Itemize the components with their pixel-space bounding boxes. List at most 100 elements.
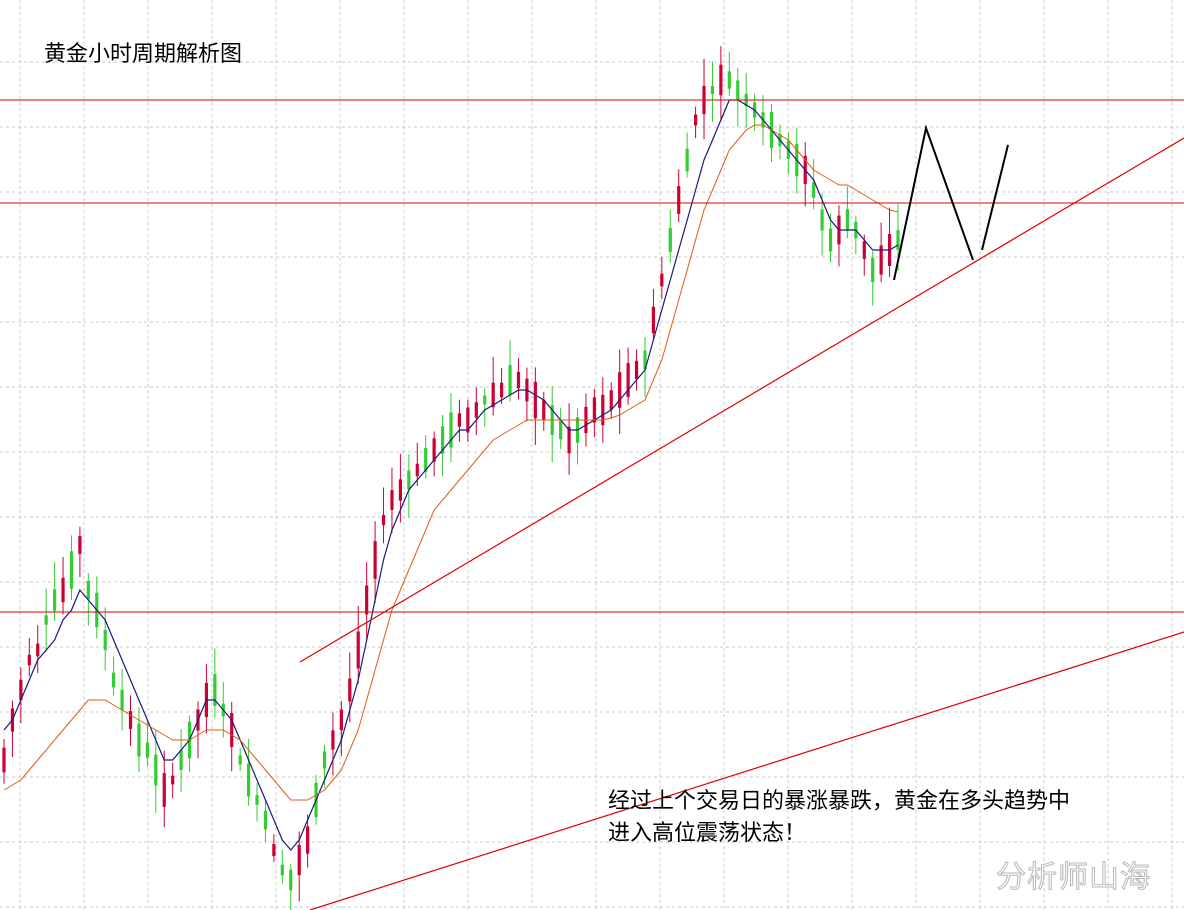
candle-body	[398, 479, 402, 501]
candle-body	[668, 228, 672, 252]
candle-body	[365, 585, 369, 615]
candle-body	[69, 551, 74, 589]
candle-body	[373, 541, 377, 579]
candle-body	[871, 257, 875, 283]
candle-body	[44, 615, 48, 625]
horizontal-levels	[0, 99, 1184, 613]
candle-body	[179, 750, 183, 770]
candle-body	[297, 844, 301, 876]
chart-title: 黄金小时周期解析图	[44, 42, 243, 67]
candle-body	[449, 412, 453, 448]
candle-body	[230, 712, 234, 748]
candle-body	[27, 654, 31, 666]
candle-body	[78, 536, 82, 554]
watermark: 分析师山海	[996, 860, 1151, 896]
candle-body	[390, 490, 394, 510]
candle-body	[483, 395, 487, 405]
moving-average-lines	[3, 99, 899, 851]
candle-body	[322, 751, 327, 769]
candle-body	[272, 843, 276, 857]
candle-body	[601, 394, 605, 426]
candle-body	[213, 674, 217, 706]
candle-body	[356, 631, 360, 669]
candle-body	[896, 230, 900, 250]
candle-body	[339, 709, 343, 731]
candle-body	[137, 723, 141, 757]
candle-body	[592, 397, 596, 423]
candle-body	[812, 182, 816, 198]
candle-body	[154, 754, 158, 786]
candle-body	[162, 773, 166, 807]
candle-body	[559, 420, 563, 440]
candle-body	[238, 755, 242, 765]
candle-body	[508, 365, 512, 395]
candle-body	[862, 241, 866, 259]
candle-body	[634, 360, 639, 380]
candle-body	[626, 363, 630, 397]
candle-body	[61, 577, 65, 603]
candle-body	[36, 643, 40, 657]
candle-body	[103, 629, 107, 651]
candle-body	[128, 711, 133, 729]
candle-body	[879, 245, 883, 275]
candle-body	[618, 372, 622, 408]
candle-body	[263, 810, 268, 830]
candle-body	[2, 747, 6, 773]
candle-body	[466, 407, 470, 433]
trendlines	[299, 137, 1184, 910]
candle-body	[280, 864, 284, 876]
candle-body	[500, 382, 504, 398]
candle-body	[727, 71, 731, 89]
analysis-note-line-1: 经过上个交易日的暴涨暴跌，黄金在多头趋势中	[608, 789, 1071, 814]
candle-body	[145, 742, 149, 758]
candle-body	[348, 678, 352, 702]
candle-body	[19, 679, 23, 701]
candle-body	[677, 186, 681, 214]
candlestick-series	[2, 46, 900, 910]
candle-body	[643, 350, 647, 370]
projection-final-leg	[981, 144, 1009, 251]
candle-body	[53, 589, 57, 611]
candle-body	[719, 64, 723, 96]
support-trendline	[299, 137, 1184, 663]
candle-body	[246, 763, 251, 797]
candle-body	[440, 426, 445, 454]
candle-body	[651, 306, 656, 334]
ma-fast-line	[3, 99, 899, 851]
candle-body	[432, 438, 436, 462]
candle-body	[685, 148, 689, 172]
candle-body	[533, 381, 537, 419]
analysis-note-line-2: 进入高位震荡状态！	[608, 821, 807, 846]
candle-body	[457, 413, 462, 427]
candle-body	[415, 463, 419, 477]
candle-body	[845, 209, 849, 231]
candle-body	[474, 402, 478, 418]
candle-body	[736, 80, 740, 100]
candle-body	[255, 795, 259, 805]
candle-body	[289, 869, 293, 891]
support-trendline	[309, 631, 1184, 910]
candle-body	[516, 371, 521, 389]
candle-body	[86, 580, 90, 600]
candle-body	[407, 470, 411, 490]
projection-path	[893, 124, 1009, 281]
candle-body	[820, 209, 824, 231]
candle-body	[120, 689, 124, 711]
candle-body	[306, 826, 310, 854]
candle-body	[660, 273, 664, 287]
candle-body	[693, 114, 698, 126]
candle-body	[828, 228, 833, 252]
analysis-note: 经过上个交易日的暴涨暴跌，黄金在多头趋势中 进入高位震荡状态！	[608, 786, 1070, 850]
candle-body	[424, 448, 428, 472]
candle-body	[542, 399, 546, 421]
candle-body	[491, 382, 495, 408]
candle-body	[710, 85, 715, 95]
candle-body	[381, 514, 386, 526]
candle-body	[171, 775, 175, 785]
candle-body	[112, 672, 116, 688]
candle-body	[331, 730, 335, 750]
candle-body	[609, 390, 613, 410]
candle-body	[567, 426, 571, 454]
